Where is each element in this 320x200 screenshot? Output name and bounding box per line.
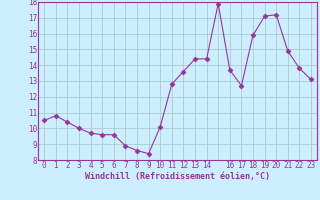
X-axis label: Windchill (Refroidissement éolien,°C): Windchill (Refroidissement éolien,°C) — [85, 172, 270, 181]
